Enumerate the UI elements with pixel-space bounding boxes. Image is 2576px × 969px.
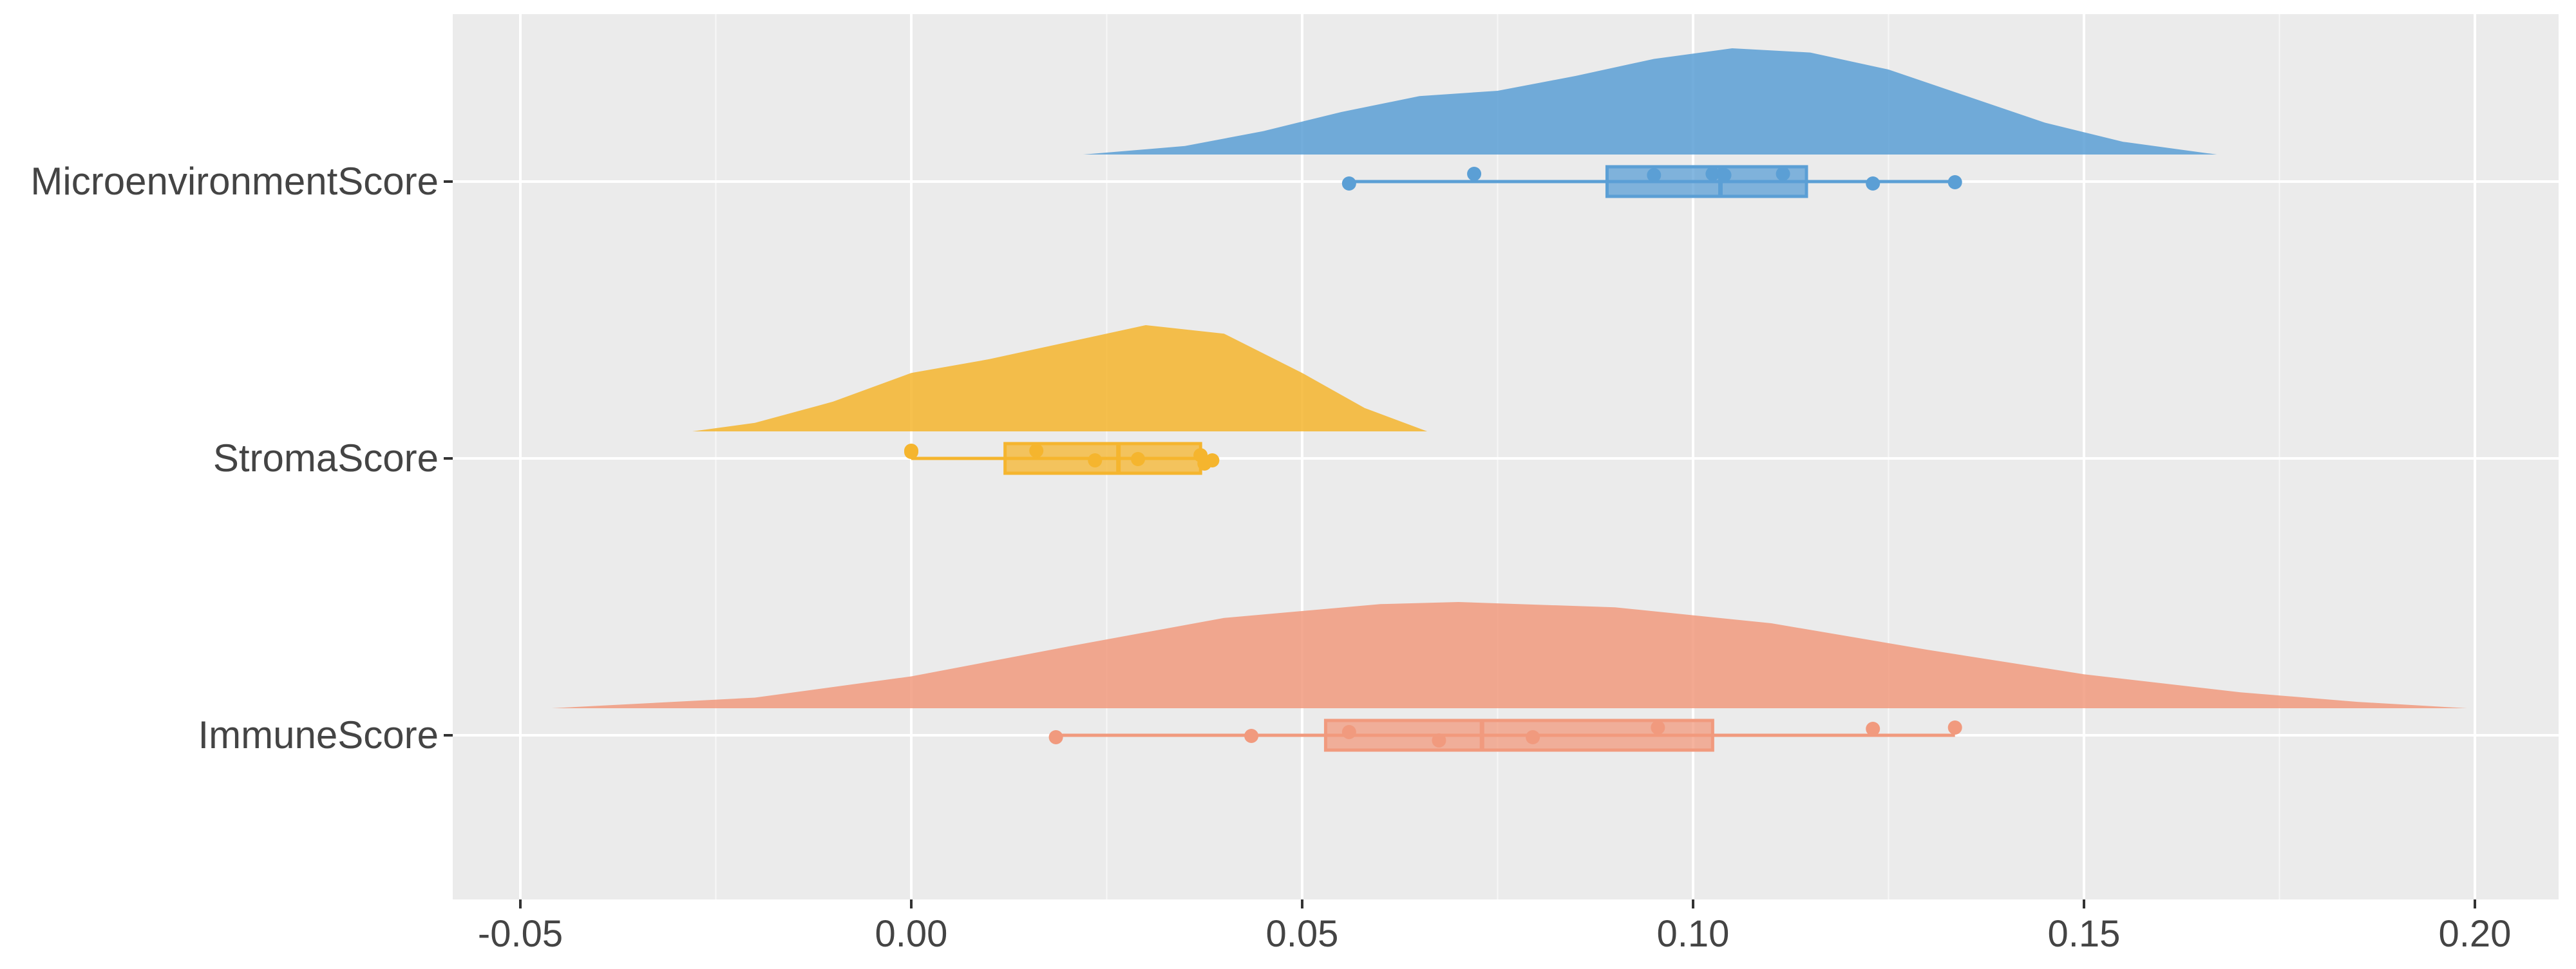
data-point xyxy=(1205,453,1220,467)
series-StromaScore xyxy=(692,325,1428,475)
data-point xyxy=(1651,720,1665,735)
x-tick-label: 0.15 xyxy=(2048,913,2121,955)
data-point xyxy=(1705,167,1720,181)
axis-layer: -0.05 0.00 0.05 0.10 0.15 0.20 Microenvironmen… xyxy=(30,160,2511,955)
x-tick-label: 0.20 xyxy=(2439,913,2512,955)
data-point xyxy=(1432,733,1446,748)
category-label: ImmuneScore xyxy=(198,713,439,757)
category-label: StromaScore xyxy=(213,437,439,480)
x-tick-label: 0.10 xyxy=(1657,913,1730,955)
data-point xyxy=(1947,720,1962,735)
category-label: MicroenvironmentScore xyxy=(30,160,439,203)
data-point xyxy=(1776,167,1790,181)
data-point xyxy=(1048,730,1063,744)
data-point xyxy=(1131,452,1146,466)
data-point xyxy=(1341,176,1356,191)
data-point xyxy=(1244,729,1259,743)
data-point xyxy=(1341,725,1356,739)
density-cloud xyxy=(551,602,2467,708)
series-MicroenvironmentScore xyxy=(1083,48,2217,198)
density-cloud xyxy=(692,325,1428,431)
data-point xyxy=(1029,444,1044,458)
plot-background xyxy=(453,14,2559,899)
density-cloud xyxy=(1083,48,2217,155)
x-tick-label: -0.05 xyxy=(478,913,563,955)
data-point xyxy=(1467,167,1482,181)
data-point xyxy=(1866,176,1880,191)
data-point xyxy=(1717,168,1732,182)
data-point xyxy=(1647,168,1662,182)
data-point xyxy=(1526,730,1540,744)
data-point xyxy=(1947,175,1962,189)
mark-layer xyxy=(551,48,2467,752)
data-point xyxy=(904,445,918,459)
x-tick-label: 0.05 xyxy=(1266,913,1339,955)
data-point xyxy=(1088,453,1103,467)
series-ImmuneScore xyxy=(551,602,2467,752)
x-tick-label: 0.00 xyxy=(875,913,948,955)
data-point xyxy=(1866,722,1880,736)
box-iqr xyxy=(1323,719,1714,752)
